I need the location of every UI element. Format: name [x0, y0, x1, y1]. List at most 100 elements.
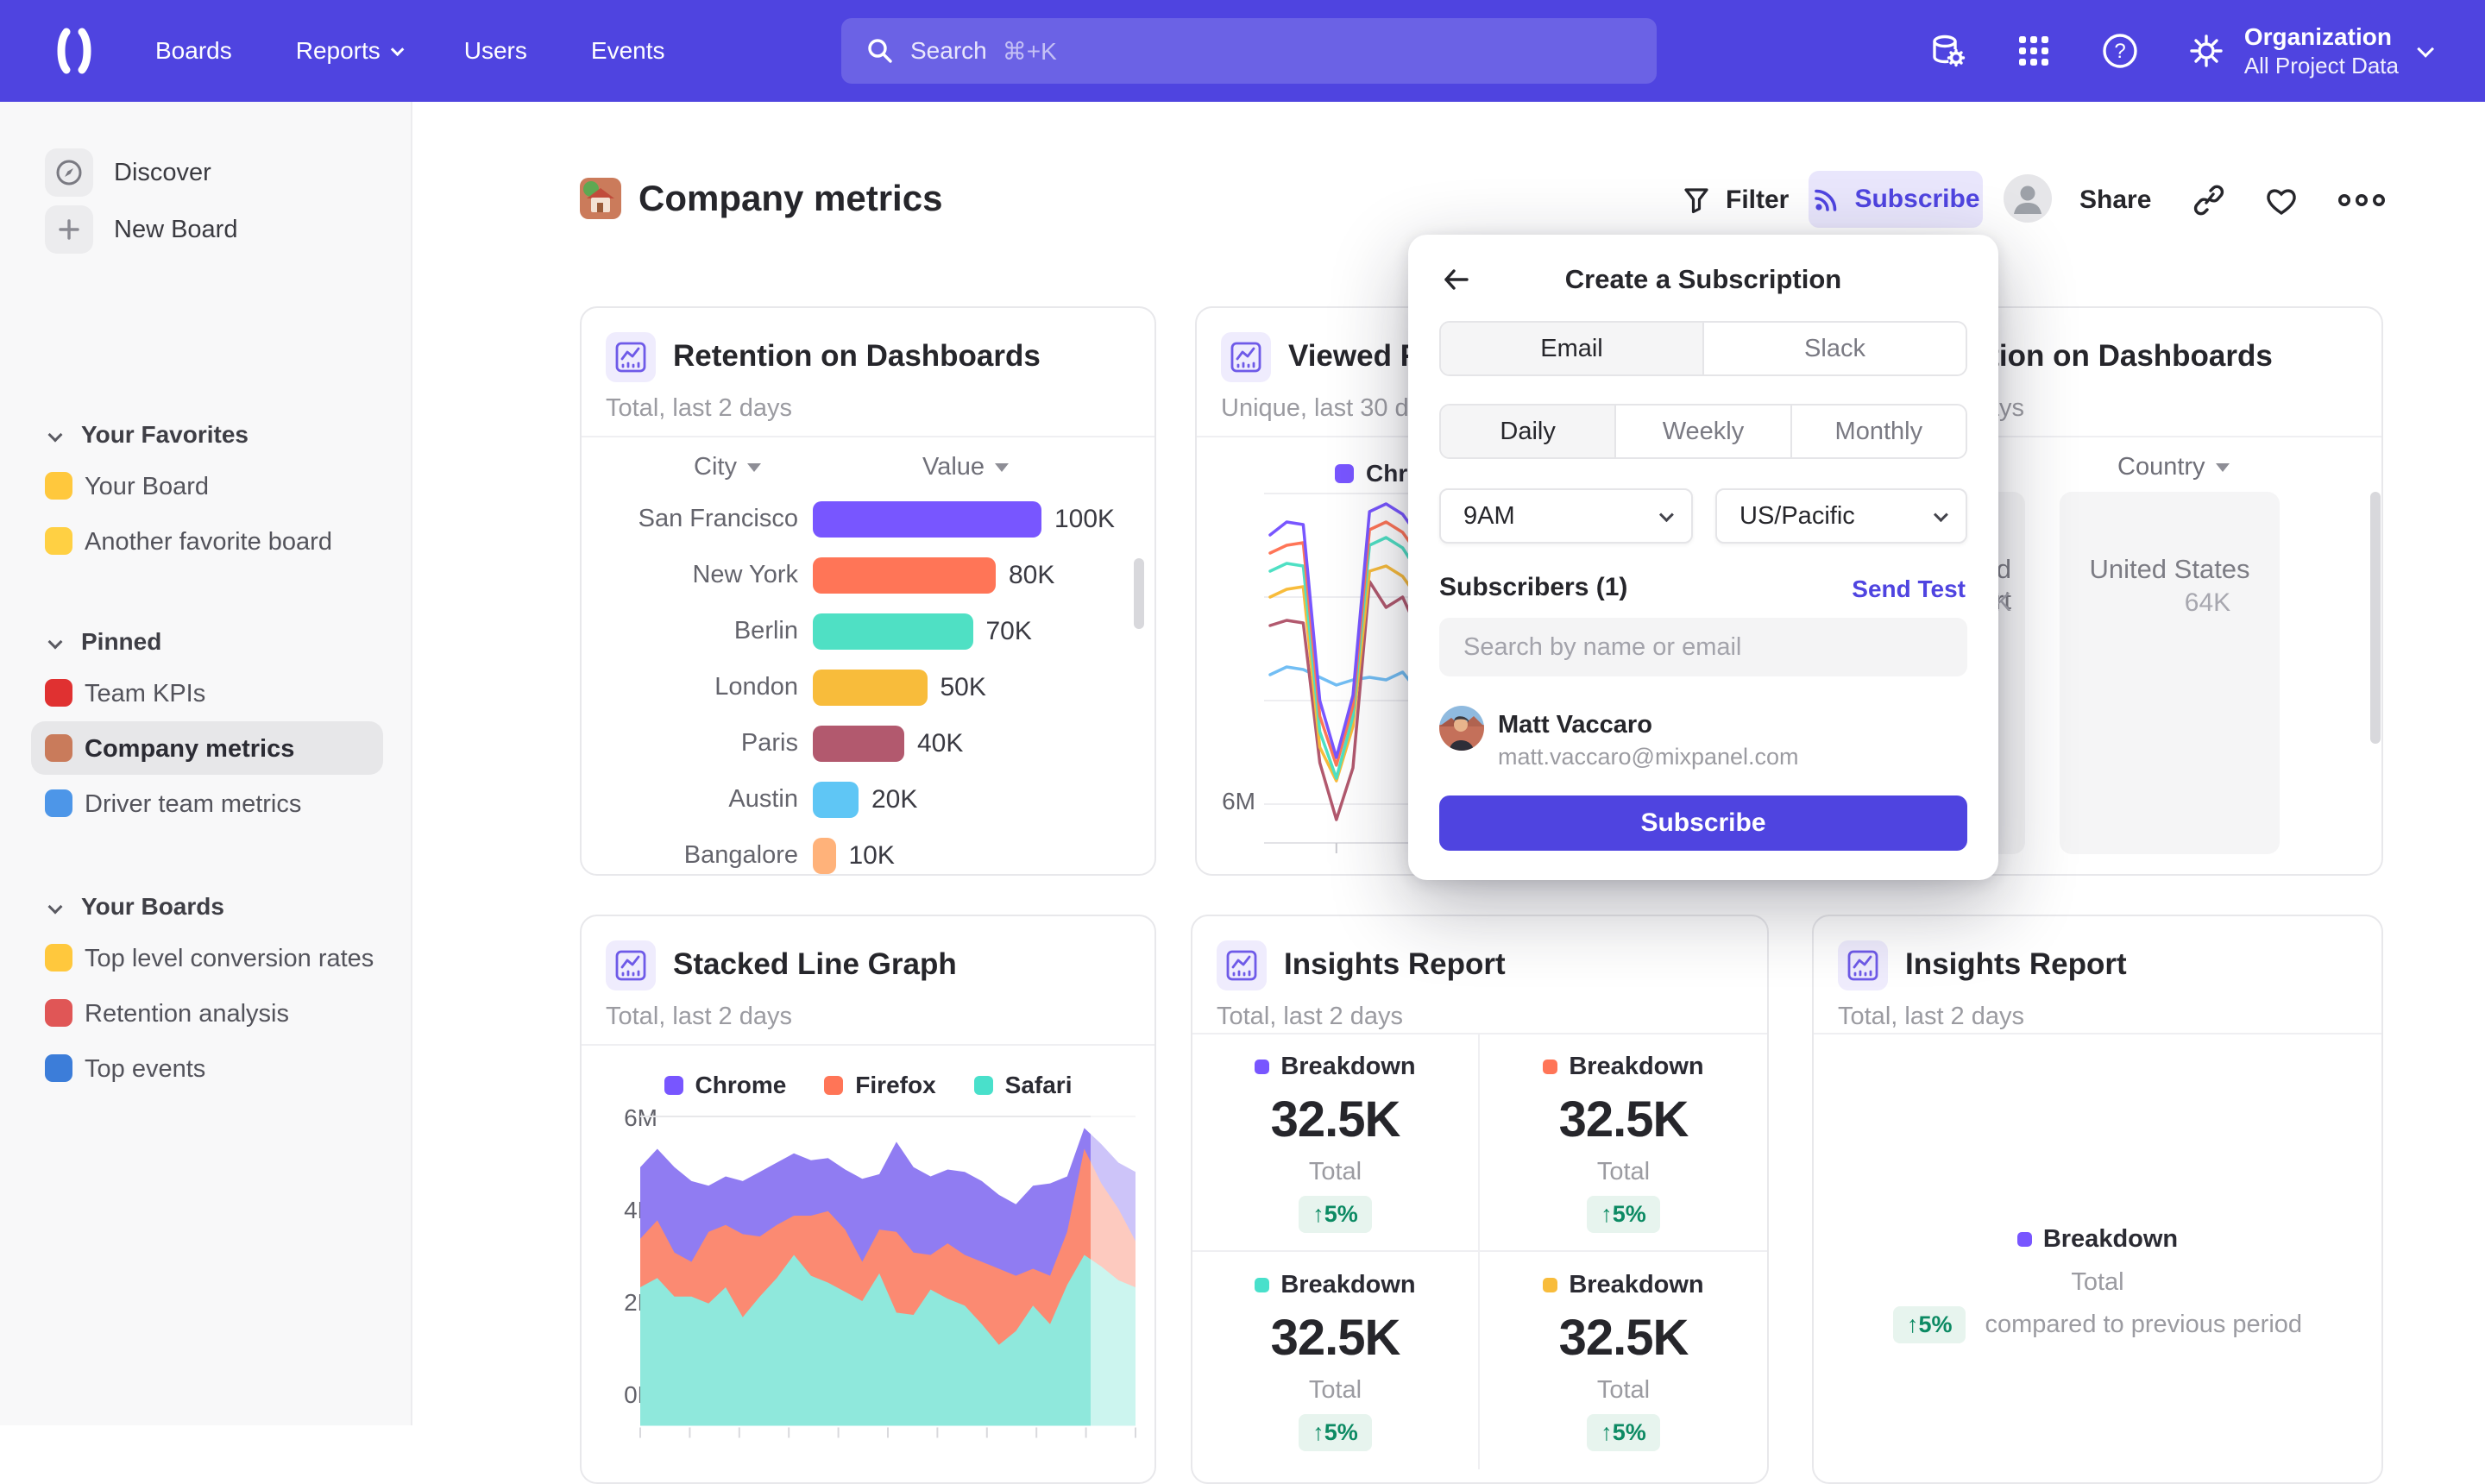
chevron-down-icon [47, 427, 63, 443]
sidebar-item-top-level-conversion-rates[interactable]: Top level conversion rates [0, 933, 412, 983]
nav-item-reports[interactable]: Reports [295, 37, 405, 65]
mixpanel-logo[interactable] [48, 25, 100, 77]
sidebar-item-discover[interactable]: Discover [0, 147, 412, 198]
card-title: Insights Report [1284, 947, 1506, 981]
filter-button[interactable]: Filter [1681, 173, 1789, 228]
metric-cell-2: Breakdown 32.5K Total ↑5% [1480, 1034, 1767, 1252]
filter-label: Filter [1726, 186, 1790, 214]
sidebar-item-label: Company metrics [85, 735, 295, 763]
chevron-down-icon [2417, 40, 2435, 58]
page-title: Company metrics [639, 178, 943, 218]
back-arrow-icon[interactable] [1441, 264, 1472, 295]
nav-item-label: Events [590, 37, 665, 64]
breakdown-label: Breakdown [1569, 1270, 1704, 1298]
legend-item-firefox[interactable]: Firefox [824, 1072, 936, 1099]
subscribe-button[interactable]: Subscribe [1809, 171, 1983, 228]
sidebar-item-company-metrics[interactable]: Company metrics [0, 721, 412, 775]
value-bar[interactable] [813, 556, 996, 594]
column-header-value[interactable]: Value [922, 453, 1010, 481]
sidebar-item-new-board[interactable]: New Board [0, 204, 412, 255]
value-bar[interactable] [813, 725, 904, 762]
sidebar-item-label: Another favorite board [85, 528, 332, 556]
compass-icon [45, 148, 93, 197]
value-bar[interactable] [813, 500, 1041, 538]
user-avatar[interactable] [2004, 174, 2052, 223]
city-label: Bangalore [683, 841, 798, 869]
tab-monthly[interactable]: Monthly [1790, 406, 1966, 457]
total-label: Total [1308, 1157, 1362, 1185]
share-button[interactable]: Share [2079, 173, 2151, 228]
sidebar-section-your-favorites[interactable]: Your Favorites [0, 412, 412, 457]
value-bar[interactable] [813, 613, 973, 650]
change-badge: ↑5% [1587, 1413, 1660, 1451]
timezone-select[interactable]: US/Pacific [1715, 488, 1967, 544]
help-icon[interactable]: ? [2100, 31, 2140, 71]
modal-title: Create a Subscription [1564, 264, 1842, 294]
column-header-country[interactable]: Country [2117, 453, 2230, 481]
divider [582, 1044, 1154, 1046]
breakdown-dot [2016, 1232, 2032, 1247]
more-options-button[interactable] [2337, 173, 2387, 228]
sidebar-item-label: New Board [114, 215, 238, 243]
sidebar-section-pinned[interactable]: Pinned [0, 619, 412, 664]
sidebar-item-your-board[interactable]: Your Board [0, 461, 412, 511]
value-bar[interactable] [813, 837, 836, 874]
city-label: Berlin [733, 617, 798, 645]
search-input[interactable]: Search ⌘+K [841, 18, 1657, 84]
tab-slack[interactable]: Slack [1702, 323, 1966, 374]
nav-item-users[interactable]: Users [464, 37, 527, 65]
card-insights-report-single: Insights Report Total, last 2 days Break… [1812, 915, 2383, 1484]
value-bar[interactable] [813, 669, 928, 706]
table-row-berlin: Berlin 70K [582, 603, 1154, 659]
breakdown-label: Breakdown [1569, 1052, 1704, 1080]
frequency-tabs: Daily Weekly Monthly [1439, 404, 1967, 459]
change-badge: ↑5% [1892, 1306, 1966, 1343]
nav-item-label: Reports [295, 37, 381, 64]
sort-chevron-icon [2215, 462, 2230, 472]
stacked-area-chart [639, 1115, 1136, 1438]
subscriber-search-input[interactable] [1439, 618, 1967, 676]
tab-daily[interactable]: Daily [1441, 406, 1615, 457]
sidebar-item-retention-analysis[interactable]: Retention analysis [0, 988, 412, 1038]
apps-grid-icon[interactable] [2014, 31, 2054, 71]
card-subtitle: Total, last 2 days [606, 1003, 792, 1030]
sidebar-section-your-boards[interactable]: Your Boards [0, 884, 412, 929]
ellipsis-icon [2337, 192, 2387, 209]
table-row-san-francisco: San Francisco 100K [582, 491, 1154, 547]
city-label: London [714, 673, 798, 701]
sidebar: Discover New Board Your Favorites Your Bo… [0, 102, 412, 1425]
modal-subscribe-button[interactable]: Subscribe [1439, 795, 1967, 851]
card-title: Insights Report [1905, 947, 2127, 981]
send-test-link[interactable]: Send Test [1852, 575, 1966, 602]
nav-item-boards[interactable]: Boards [155, 37, 232, 65]
value-label: 40K [917, 728, 964, 758]
breakdown-label: Breakdown [1280, 1270, 1416, 1298]
legend-item-safari[interactable]: Safari [973, 1072, 1072, 1099]
vertical-scrollbar[interactable] [2370, 492, 2381, 744]
vertical-scrollbar[interactable] [1134, 558, 1144, 629]
sidebar-item-team-kpis[interactable]: Team KPIs [0, 668, 412, 718]
legend-item-chrome[interactable]: Chrome [664, 1072, 786, 1099]
line-chart-icon [1838, 940, 1888, 990]
country-panel[interactable]: United States 64K [2060, 492, 2280, 854]
tab-weekly[interactable]: Weekly [1614, 406, 1790, 457]
nav-item-events[interactable]: Events [591, 37, 665, 65]
nerd-face-emoji [45, 944, 72, 972]
favorite-button[interactable] [2262, 173, 2300, 228]
breakdown-dot [1543, 1277, 1558, 1292]
sidebar-item-driver-team-metrics[interactable]: Driver team metrics [0, 778, 412, 828]
tab-email[interactable]: Email [1441, 323, 1702, 374]
metric-cell-3: Breakdown 32.5K Total ↑5% [1192, 1252, 1480, 1469]
sidebar-item-another-favorite-board[interactable]: Another favorite board [0, 516, 412, 566]
value-bar[interactable] [813, 781, 859, 818]
chevron-down-icon [390, 42, 405, 56]
time-select[interactable]: 9AM [1439, 488, 1693, 544]
sidebar-item-top-events[interactable]: Top events [0, 1043, 412, 1093]
org-project-switcher[interactable]: Organization All Project Data [2244, 0, 2435, 102]
settings-gear-icon[interactable] [2186, 31, 2226, 71]
create-subscription-modal: Create a Subscription Email Slack Daily We… [1408, 235, 1998, 880]
column-header-city[interactable]: City [694, 453, 761, 481]
copy-link-button[interactable] [2190, 173, 2228, 228]
data-settings-icon[interactable] [1928, 31, 1967, 71]
board-emoji [580, 178, 621, 219]
